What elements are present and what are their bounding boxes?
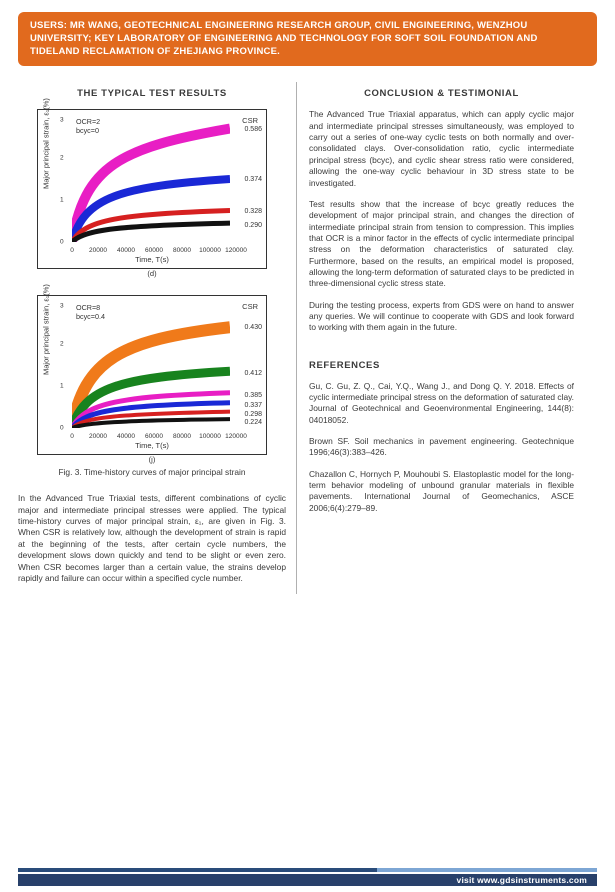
chart-j-csr-2: 0.385 [244,392,262,399]
figure-caption: Fig. 3. Time-history curves of major pri… [18,467,286,477]
xtick: 80000 [173,433,191,440]
xtick: 0 [70,433,74,440]
xtick: 0 [70,247,74,254]
chart-d: OCR=2 bcyc=0 CSR Major principal strain,… [37,109,267,269]
xtick: 60000 [145,433,163,440]
footer: visit www.gdsinstruments.com [0,858,615,892]
xtick: 20000 [89,433,107,440]
conclusion-p3: During the testing process, experts from… [309,300,574,334]
footer-text: visit www.gdsinstruments.com [457,875,587,885]
chart-j-plot [72,302,230,428]
xtick: 120000 [225,247,247,254]
xtick: 60000 [145,247,163,254]
chart-j-csr-head: CSR [242,302,258,311]
ytick: 1 [60,197,64,204]
section-title-conclusion: CONCLUSION & TESTIMONIAL [309,88,574,99]
chart-j-csr-3: 0.337 [244,402,262,409]
left-column: THE TYPICAL TEST RESULTS OCR=2 bcyc=0 CS… [18,82,296,594]
chart-j-xlabel: Time, T(s) [135,441,169,450]
xtick: 20000 [89,247,107,254]
chart-j-csr-5: 0.224 [244,419,262,426]
header-text: USERS: MR WANG, GEOTECHNICAL ENGINEERING… [30,20,538,57]
xtick: 100000 [199,433,221,440]
ytick: 0 [60,425,64,432]
chart-j-sublabel: (j) [149,455,156,464]
chart-j-csr-0: 0.430 [244,324,262,331]
ytick: 0 [60,239,64,246]
chart-j-ylabel: Major principal strain, ε₁(%) [42,285,51,376]
ytick: 2 [60,341,64,348]
xtick: 80000 [173,247,191,254]
chart-d-csr-2: 0.328 [244,208,262,215]
header-banner: USERS: MR WANG, GEOTECHNICAL ENGINEERING… [18,12,597,66]
conclusion-p2: Test results show that the increase of b… [309,199,574,290]
reference-3: Chazallon C, Hornych P, Mouhoubi S. Elas… [309,469,574,514]
left-paragraph: In the Advanced True Triaxial tests, dif… [18,493,286,584]
xtick: 100000 [199,247,221,254]
chart-d-xlabel: Time, T(s) [135,255,169,264]
chart-d-sublabel: (d) [147,269,156,278]
chart-j-csr-4: 0.298 [244,411,262,418]
chart-j-csr-1: 0.412 [244,370,262,377]
chart-d-csr-3: 0.290 [244,222,262,229]
xtick: 120000 [225,433,247,440]
footer-accent-bar [18,868,597,872]
xtick: 40000 [117,433,135,440]
chart-d-csr-1: 0.374 [244,176,262,183]
section-title-references: REFERENCES [309,360,574,371]
right-column: CONCLUSION & TESTIMONIAL The Advanced Tr… [296,82,574,594]
chart-d-ylabel: Major principal strain, ε₁(%) [42,99,51,190]
chart-d-plot [72,116,230,242]
section-title-results: THE TYPICAL TEST RESULTS [18,88,286,99]
reference-1: Gu, C. Gu, Z. Q., Cai, Y.Q., Wang J., an… [309,381,574,426]
ytick: 3 [60,117,64,124]
xtick: 40000 [117,247,135,254]
content-columns: THE TYPICAL TEST RESULTS OCR=2 bcyc=0 CS… [18,82,597,594]
ytick: 3 [60,303,64,310]
chart-d-csr-0: 0.586 [244,126,262,133]
chart-j: OCR=8 bcyc=0.4 CSR Major principal strai… [37,295,267,455]
chart-d-csr-head: CSR [242,116,258,125]
ytick: 2 [60,155,64,162]
reference-2: Brown SF. Soil mechanics in pavement eng… [309,436,574,459]
ytick: 1 [60,383,64,390]
footer-main-bar: visit www.gdsinstruments.com [18,874,597,886]
conclusion-p1: The Advanced True Triaxial apparatus, wh… [309,109,574,188]
